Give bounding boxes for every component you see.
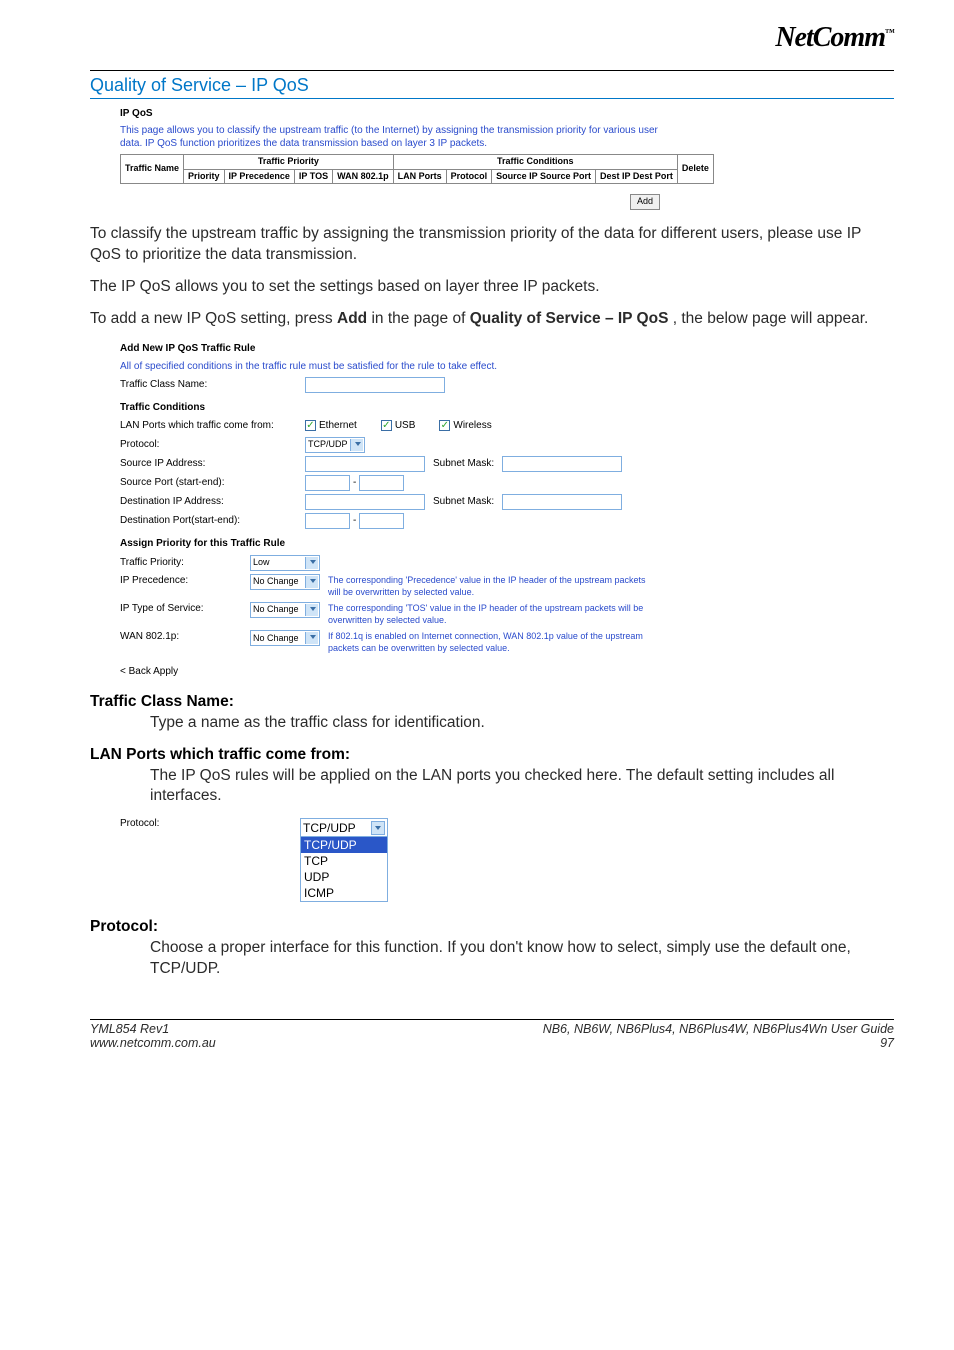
- desc-ip-tos: The corresponding 'TOS' value in the IP …: [328, 602, 648, 627]
- add-rule-box: Add New IP QoS Traffic Rule All of speci…: [120, 342, 740, 679]
- col-lan-ports: LAN Ports: [393, 169, 446, 184]
- col-dst: Dest IP Dest Port: [596, 169, 678, 184]
- back-button[interactable]: < Back: [120, 666, 151, 677]
- lbl-proto-preview: Protocol:: [120, 818, 300, 829]
- lbl-protocol: Protocol:: [120, 438, 305, 452]
- traffic-cond-heading: Traffic Conditions: [120, 401, 740, 415]
- lbl-class-name: Traffic Class Name:: [120, 378, 305, 392]
- desc-wan8021p: If 802.1q is enabled on Internet connect…: [328, 630, 648, 655]
- col-traffic-name: Traffic Name: [121, 155, 184, 184]
- chk-usb[interactable]: USB: [381, 419, 440, 434]
- add-rule-desc: All of specified conditions in the traff…: [120, 360, 740, 374]
- footer-rev: YML854 Rev1: [90, 1022, 216, 1036]
- section-rule: [90, 98, 894, 99]
- input-src-port-b[interactable]: [359, 475, 404, 491]
- col-ip-prec: IP Precedence: [224, 169, 294, 184]
- col-priority: Priority: [184, 169, 225, 184]
- ipqos-summary: IP QoS This page allows you to classify …: [120, 107, 660, 210]
- lbl-ip-prec: IP Precedence:: [120, 574, 250, 588]
- para-2: The IP QoS allows you to set the setting…: [90, 277, 894, 297]
- add-rule-heading: Add New IP QoS Traffic Rule: [120, 342, 740, 356]
- lbl-dst-ip: Destination IP Address:: [120, 495, 305, 509]
- col-protocol: Protocol: [446, 169, 492, 184]
- lbl-src-mask: Subnet Mask:: [433, 457, 494, 471]
- top-rule: [90, 70, 894, 71]
- ipqos-table: Traffic Name Traffic Priority Traffic Co…: [120, 154, 714, 184]
- input-dst-ip[interactable]: [305, 494, 425, 510]
- footer-page: 97: [543, 1036, 894, 1050]
- protocol-dropdown[interactable]: TCP/UDP TCP/UDP TCP UDP ICMP: [300, 818, 388, 902]
- lbl-traffic-pri: Traffic Priority:: [120, 556, 250, 570]
- input-src-ip[interactable]: [305, 456, 425, 472]
- proto-opt-3[interactable]: ICMP: [301, 885, 387, 901]
- add-button[interactable]: Add: [630, 194, 660, 210]
- chk-ethernet[interactable]: Ethernet: [305, 419, 381, 434]
- brand-logo-text: NetComm: [775, 22, 885, 53]
- section-title: Quality of Service – IP QoS: [90, 75, 894, 96]
- lbl-src-ip: Source IP Address:: [120, 457, 305, 471]
- bottom-rule: [90, 1019, 894, 1020]
- col-wan8021p: WAN 802.1p: [333, 169, 394, 184]
- brand-logo: NetComm™: [775, 22, 894, 54]
- sel-traffic-pri[interactable]: Low: [250, 555, 320, 571]
- lbl-lan-ports: LAN Ports which traffic come from:: [120, 419, 305, 433]
- footer-guide: NB6, NB6W, NB6Plus4, NB6Plus4W, NB6Plus4…: [543, 1022, 894, 1036]
- chevron-down-icon: [371, 821, 385, 835]
- assign-heading: Assign Priority for this Traffic Rule: [120, 537, 740, 551]
- sel-ip-prec[interactable]: No Change: [250, 574, 320, 590]
- lbl-wan8021p: WAN 802.1p:: [120, 630, 250, 644]
- input-src-port-a[interactable]: [305, 475, 350, 491]
- brand-tm: ™: [885, 28, 894, 39]
- input-dst-port-a[interactable]: [305, 513, 350, 529]
- proto-opt-2[interactable]: UDP: [301, 869, 387, 885]
- sub-protocol: Protocol:: [90, 918, 894, 936]
- input-dst-port-b[interactable]: [359, 513, 404, 529]
- col-delete: Delete: [677, 155, 713, 184]
- proto-dd-value: TCP/UDP: [303, 821, 356, 835]
- input-class-name[interactable]: [305, 377, 445, 393]
- para-3: To add a new IP QoS setting, press Add i…: [90, 309, 894, 329]
- footer-url: www.netcomm.com.au: [90, 1036, 216, 1050]
- ipqos-desc: This page allows you to classify the ups…: [120, 124, 660, 150]
- desc-ip-prec: The corresponding 'Precedence' value in …: [328, 574, 648, 599]
- lbl-dst-port: Destination Port(start-end):: [120, 514, 305, 528]
- proto-opt-1[interactable]: TCP: [301, 853, 387, 869]
- col-group-priority: Traffic Priority: [184, 155, 394, 170]
- sub-traffic-class: Traffic Class Name:: [90, 693, 894, 711]
- chk-wireless[interactable]: Wireless: [439, 419, 515, 434]
- col-ip-tos: IP TOS: [294, 169, 332, 184]
- desc-traffic-class: Type a name as the traffic class for ide…: [150, 713, 894, 733]
- lbl-dst-mask: Subnet Mask:: [433, 495, 494, 509]
- desc-lan-ports: The IP QoS rules will be applied on the …: [150, 766, 894, 807]
- sel-wan8021p[interactable]: No Change: [250, 630, 320, 646]
- lbl-ip-tos: IP Type of Service:: [120, 602, 250, 616]
- sel-ip-tos[interactable]: No Change: [250, 602, 320, 618]
- lbl-src-port: Source Port (start-end):: [120, 476, 305, 490]
- input-src-mask[interactable]: [502, 456, 622, 472]
- ipqos-heading: IP QoS: [120, 107, 660, 120]
- col-src: Source IP Source Port: [492, 169, 596, 184]
- page-footer: YML854 Rev1 www.netcomm.com.au NB6, NB6W…: [90, 1022, 894, 1050]
- sub-lan-ports: LAN Ports which traffic come from:: [90, 746, 894, 764]
- col-group-conditions: Traffic Conditions: [393, 155, 677, 170]
- para-1: To classify the upstream traffic by assi…: [90, 224, 894, 265]
- sel-protocol[interactable]: TCP/UDP: [305, 437, 365, 453]
- desc-protocol: Choose a proper interface for this funct…: [150, 938, 894, 979]
- proto-opt-0[interactable]: TCP/UDP: [301, 837, 387, 853]
- apply-button[interactable]: Apply: [153, 666, 178, 677]
- input-dst-mask[interactable]: [502, 494, 622, 510]
